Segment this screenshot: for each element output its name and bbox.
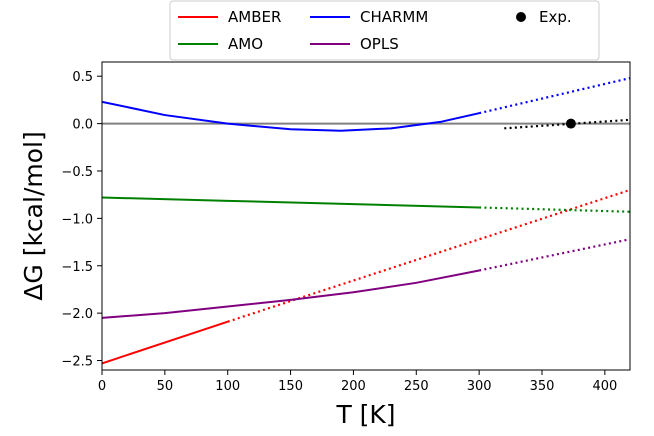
- legend: AMBER CHARMM Exp. AMO OPLS: [169, 0, 600, 61]
- series-opls-dotted-line: [478, 238, 630, 272]
- y-axis-label: ΔG [kcal/mol]: [19, 131, 48, 300]
- x-tick-label: 150: [278, 379, 303, 394]
- y-tick-label: −2.5: [61, 355, 93, 370]
- x-tick-label: 50: [157, 379, 174, 394]
- x-tick-label: 300: [467, 379, 492, 394]
- legend-label-amber: AMBER: [228, 8, 281, 26]
- y-tick-label: −0.5: [61, 165, 93, 180]
- plot-inner: [102, 77, 630, 365]
- series-amo-dotted-line: [479, 206, 630, 213]
- legend-label-amo: AMO: [228, 35, 263, 53]
- x-axis-label: T [K]: [335, 400, 395, 429]
- series-charmm-dotted-line: [478, 77, 630, 115]
- tick-layer: 0 50 100 150 200 250 300 350 400 −2.5 −2.0 −1.5 −1.0…: [61, 70, 617, 394]
- y-tick-label: −2.0: [61, 307, 93, 322]
- series-amo-solid-line: [102, 196, 480, 209]
- legend-label-opls: OPLS: [360, 35, 399, 53]
- legend-label-exp: Exp.: [539, 8, 572, 26]
- x-tick-label: 200: [341, 379, 366, 394]
- series-amber-solid-line: [102, 320, 229, 365]
- y-tick-label: −1.0: [61, 212, 93, 227]
- series-exp-point: [565, 118, 576, 129]
- series-opls-solid-line: [102, 269, 480, 319]
- y-tick-label: −1.5: [61, 260, 93, 275]
- x-tick-label: 400: [592, 379, 617, 394]
- series-charmm-solid-line: [102, 100, 480, 132]
- legend-label-charmm: CHARMM: [360, 8, 428, 26]
- plot-area: [101, 61, 631, 371]
- x-tick-label: 350: [530, 379, 555, 394]
- plot-frame: [101, 61, 631, 371]
- y-tick-label: 0.0: [72, 118, 93, 133]
- x-tick-label: 100: [215, 379, 240, 394]
- legend-box: [169, 0, 600, 61]
- x-tick-label: 0: [98, 379, 106, 394]
- x-tick-label: 250: [404, 379, 429, 394]
- y-tick-label: 0.5: [72, 70, 93, 85]
- legend-swatch-exp: [516, 12, 526, 22]
